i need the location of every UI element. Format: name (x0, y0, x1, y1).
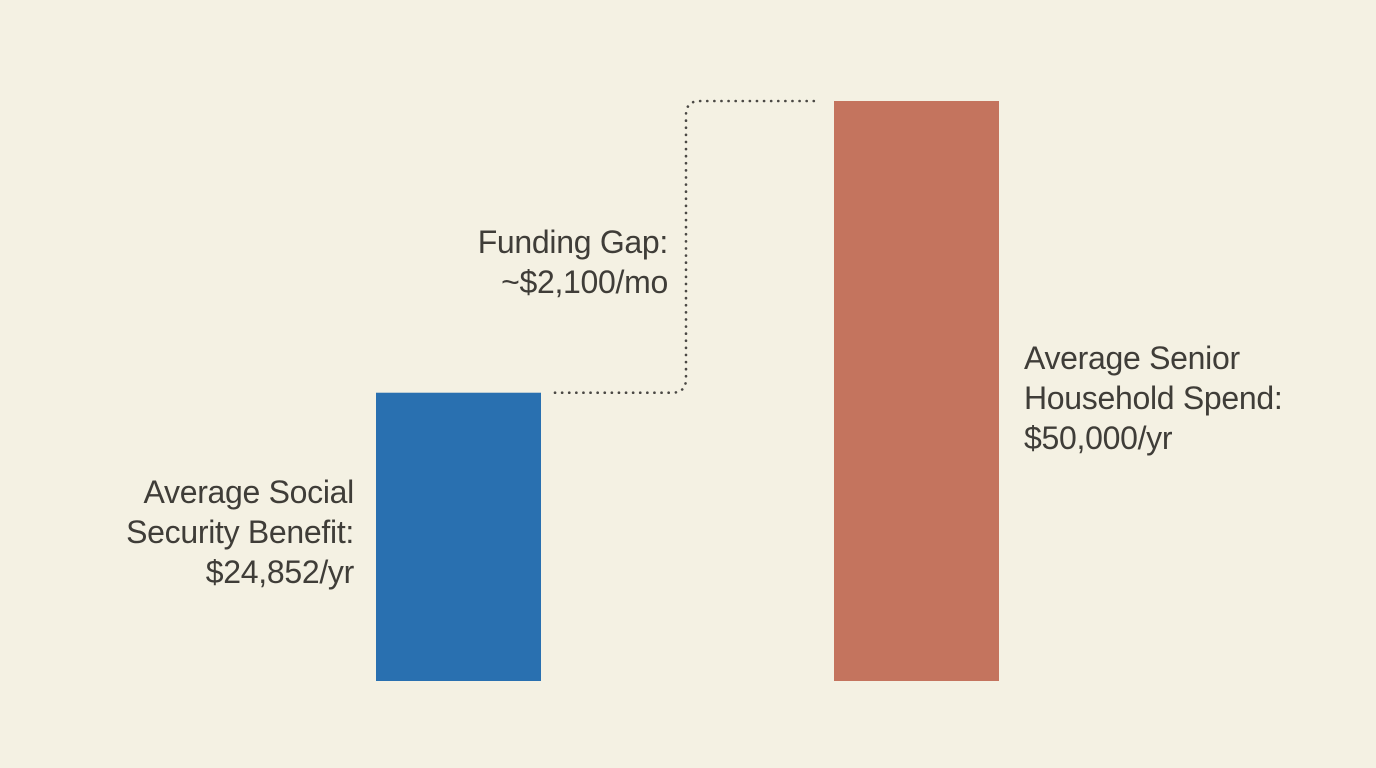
benefit-value-label: $24,852/yr (205, 554, 355, 590)
bar-spend (834, 101, 999, 681)
funding-gap-value: ~$2,100/mo (501, 264, 668, 300)
benefit-label-line-2: Security Benefit: (126, 514, 354, 550)
funding-gap-connector (553, 99, 822, 395)
spend-value-label: $50,000/yr (1024, 420, 1173, 456)
funding-gap-annotation: Funding Gap: ~$2,100/mo (477, 222, 669, 302)
benefit-label-line-1: Average Social (143, 474, 355, 510)
spend-label-line-2: Household Spend: (1024, 380, 1283, 416)
spend-label-line-1: Average Senior (1024, 340, 1240, 376)
bar-benefit (376, 392, 541, 681)
funding-gap-title: Funding Gap: (477, 224, 669, 260)
spend-bar-label: Average Senior Household Spend: $50,000/… (1024, 338, 1283, 458)
benefit-bar-label: Average Social Security Benefit: $24,852… (126, 472, 354, 592)
